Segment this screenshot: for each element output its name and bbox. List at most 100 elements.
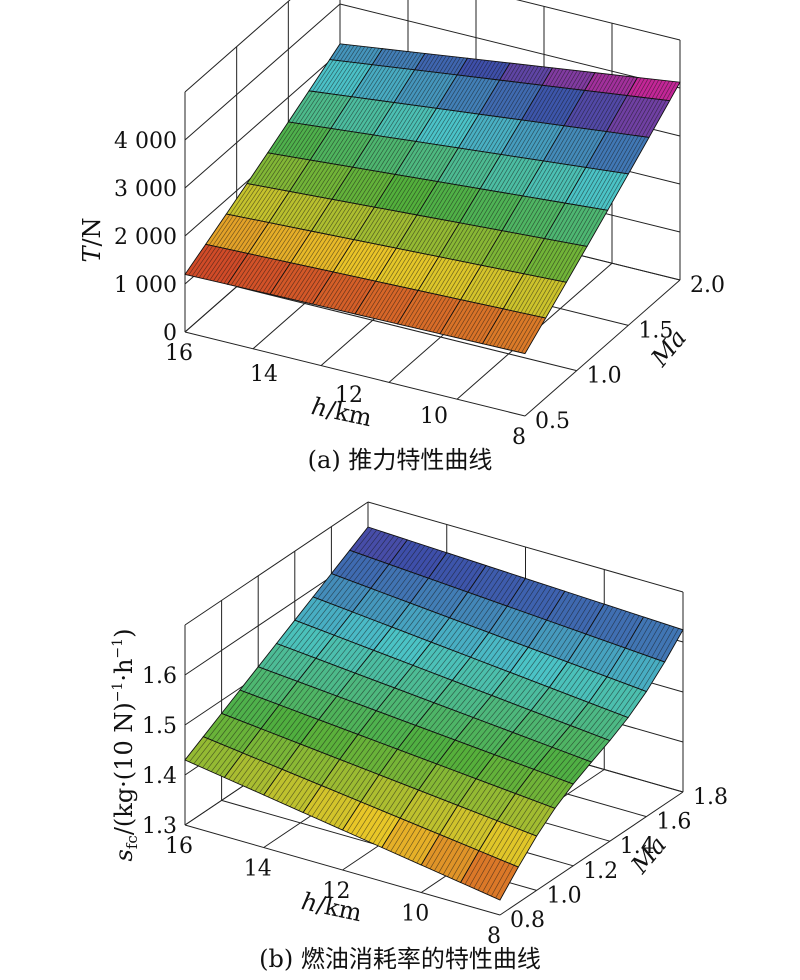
surface-mesh-line <box>339 44 351 62</box>
surface-mesh-line <box>540 658 560 685</box>
surface-mesh-line <box>518 160 541 196</box>
surface-mesh-line <box>324 130 346 163</box>
surface-mesh-line <box>316 605 336 629</box>
surface-mesh-line <box>595 94 617 131</box>
surface-mesh-line <box>509 275 532 311</box>
surface-mesh-line <box>518 801 538 830</box>
surface-mesh-line <box>399 636 419 661</box>
x-tick-label: 16 <box>165 834 193 859</box>
surface-mesh-line <box>369 777 389 806</box>
surface-mesh-line <box>212 215 234 247</box>
surface-mesh-line <box>267 770 287 798</box>
surface-mesh-line <box>275 157 297 189</box>
surface-mesh-line <box>365 66 387 99</box>
surface-mesh-line <box>345 133 367 167</box>
surface-mesh-line <box>533 586 553 616</box>
surface-mesh-line <box>525 715 545 738</box>
surface-mesh-line <box>327 669 347 694</box>
surface-mesh-line <box>619 76 631 95</box>
surface-mesh-line <box>377 628 397 653</box>
surface-mesh-line <box>351 618 371 643</box>
surface-mesh-line <box>355 620 375 644</box>
chart-a-surface <box>184 43 681 355</box>
surface-mesh-line <box>433 110 455 145</box>
surface-mesh-line <box>465 815 485 846</box>
surface-mesh-line <box>479 602 499 630</box>
surface-mesh-line <box>453 776 473 804</box>
surface-mesh-line <box>450 559 469 587</box>
surface-mesh-line <box>547 723 567 746</box>
surface-mesh-line <box>432 297 454 333</box>
surface-mesh-line <box>378 781 397 810</box>
surface-mesh-line <box>543 692 563 716</box>
surface-mesh-line <box>483 822 502 853</box>
surface-mesh-line <box>358 681 378 705</box>
surface-mesh-line <box>424 54 436 72</box>
surface-mesh-line <box>445 558 465 585</box>
surface-mesh-line <box>562 666 582 693</box>
surface-mesh-line <box>459 226 482 262</box>
surface-mesh-line <box>488 61 500 80</box>
surface-mesh-line <box>365 283 387 317</box>
surface-mesh-line <box>230 693 249 718</box>
surface-mesh-line <box>243 668 263 692</box>
surface-mesh-line <box>347 586 367 611</box>
surface-mesh-line <box>337 799 357 829</box>
surface-mesh-line <box>534 280 557 316</box>
surface-mesh-line <box>461 813 481 844</box>
surface-mesh-line <box>226 218 248 250</box>
surface-mesh-line <box>510 613 530 641</box>
surface-mesh-line <box>411 107 434 142</box>
surface-mesh-line <box>412 830 432 862</box>
surface-mesh-line <box>403 638 423 663</box>
surface-mesh-line <box>359 135 381 169</box>
chart-b-x-ticks: 16 14 12 10 8 <box>165 834 501 949</box>
surface-mesh-line <box>514 84 536 120</box>
surface-mesh-line <box>544 242 567 279</box>
surface-mesh-line <box>347 242 369 276</box>
surface-mesh-line <box>465 152 487 187</box>
surface-mesh-line <box>508 158 530 194</box>
surface-mesh-line <box>330 730 350 757</box>
surface-mesh-line <box>348 98 370 132</box>
surface-mesh-line <box>279 228 302 261</box>
surface-mesh-line <box>461 114 483 149</box>
surface-mesh-line <box>457 77 479 112</box>
surface-mesh-line <box>531 86 554 122</box>
surface-mesh-line <box>315 235 337 269</box>
surface-mesh-line <box>465 662 484 686</box>
surface-mesh-line <box>470 267 493 303</box>
surface-mesh-line <box>411 293 433 328</box>
surface-mesh-line <box>523 772 543 798</box>
surface-mesh-line <box>385 819 405 850</box>
surface-mesh-line <box>449 57 461 75</box>
surface-mesh-line <box>503 706 523 730</box>
surface-mesh-line <box>385 661 405 685</box>
surface-mesh-line <box>424 705 444 729</box>
surface-mesh-line <box>477 857 497 891</box>
surface-mesh-line <box>471 566 491 594</box>
surface-mesh-line <box>325 760 345 788</box>
surface-mesh-line <box>548 68 560 87</box>
surface-mesh-line <box>462 151 484 186</box>
surface-mesh-line <box>220 720 240 745</box>
surface-mesh-line <box>302 92 324 125</box>
surface-mesh-line <box>345 676 365 700</box>
surface-mesh-line <box>648 79 660 99</box>
surface-mesh-line <box>251 701 271 726</box>
surface-mesh-line <box>551 204 573 241</box>
surface-mesh-line <box>620 97 642 134</box>
surface-mesh-line <box>383 750 403 777</box>
surface-mesh-line <box>426 800 446 830</box>
surface-mesh-line <box>435 55 447 73</box>
surface-mesh-line <box>258 224 280 257</box>
surface-mesh-line <box>545 780 565 806</box>
surface-mesh-line <box>471 306 493 342</box>
surface-mesh-line <box>611 612 631 644</box>
surface-mesh-line <box>405 576 425 602</box>
surface-mesh-line <box>429 297 451 332</box>
surface-mesh-line <box>285 159 307 191</box>
surface-mesh-line <box>527 804 547 833</box>
surface-mesh-line <box>407 52 419 70</box>
surface-mesh-line <box>410 217 432 252</box>
